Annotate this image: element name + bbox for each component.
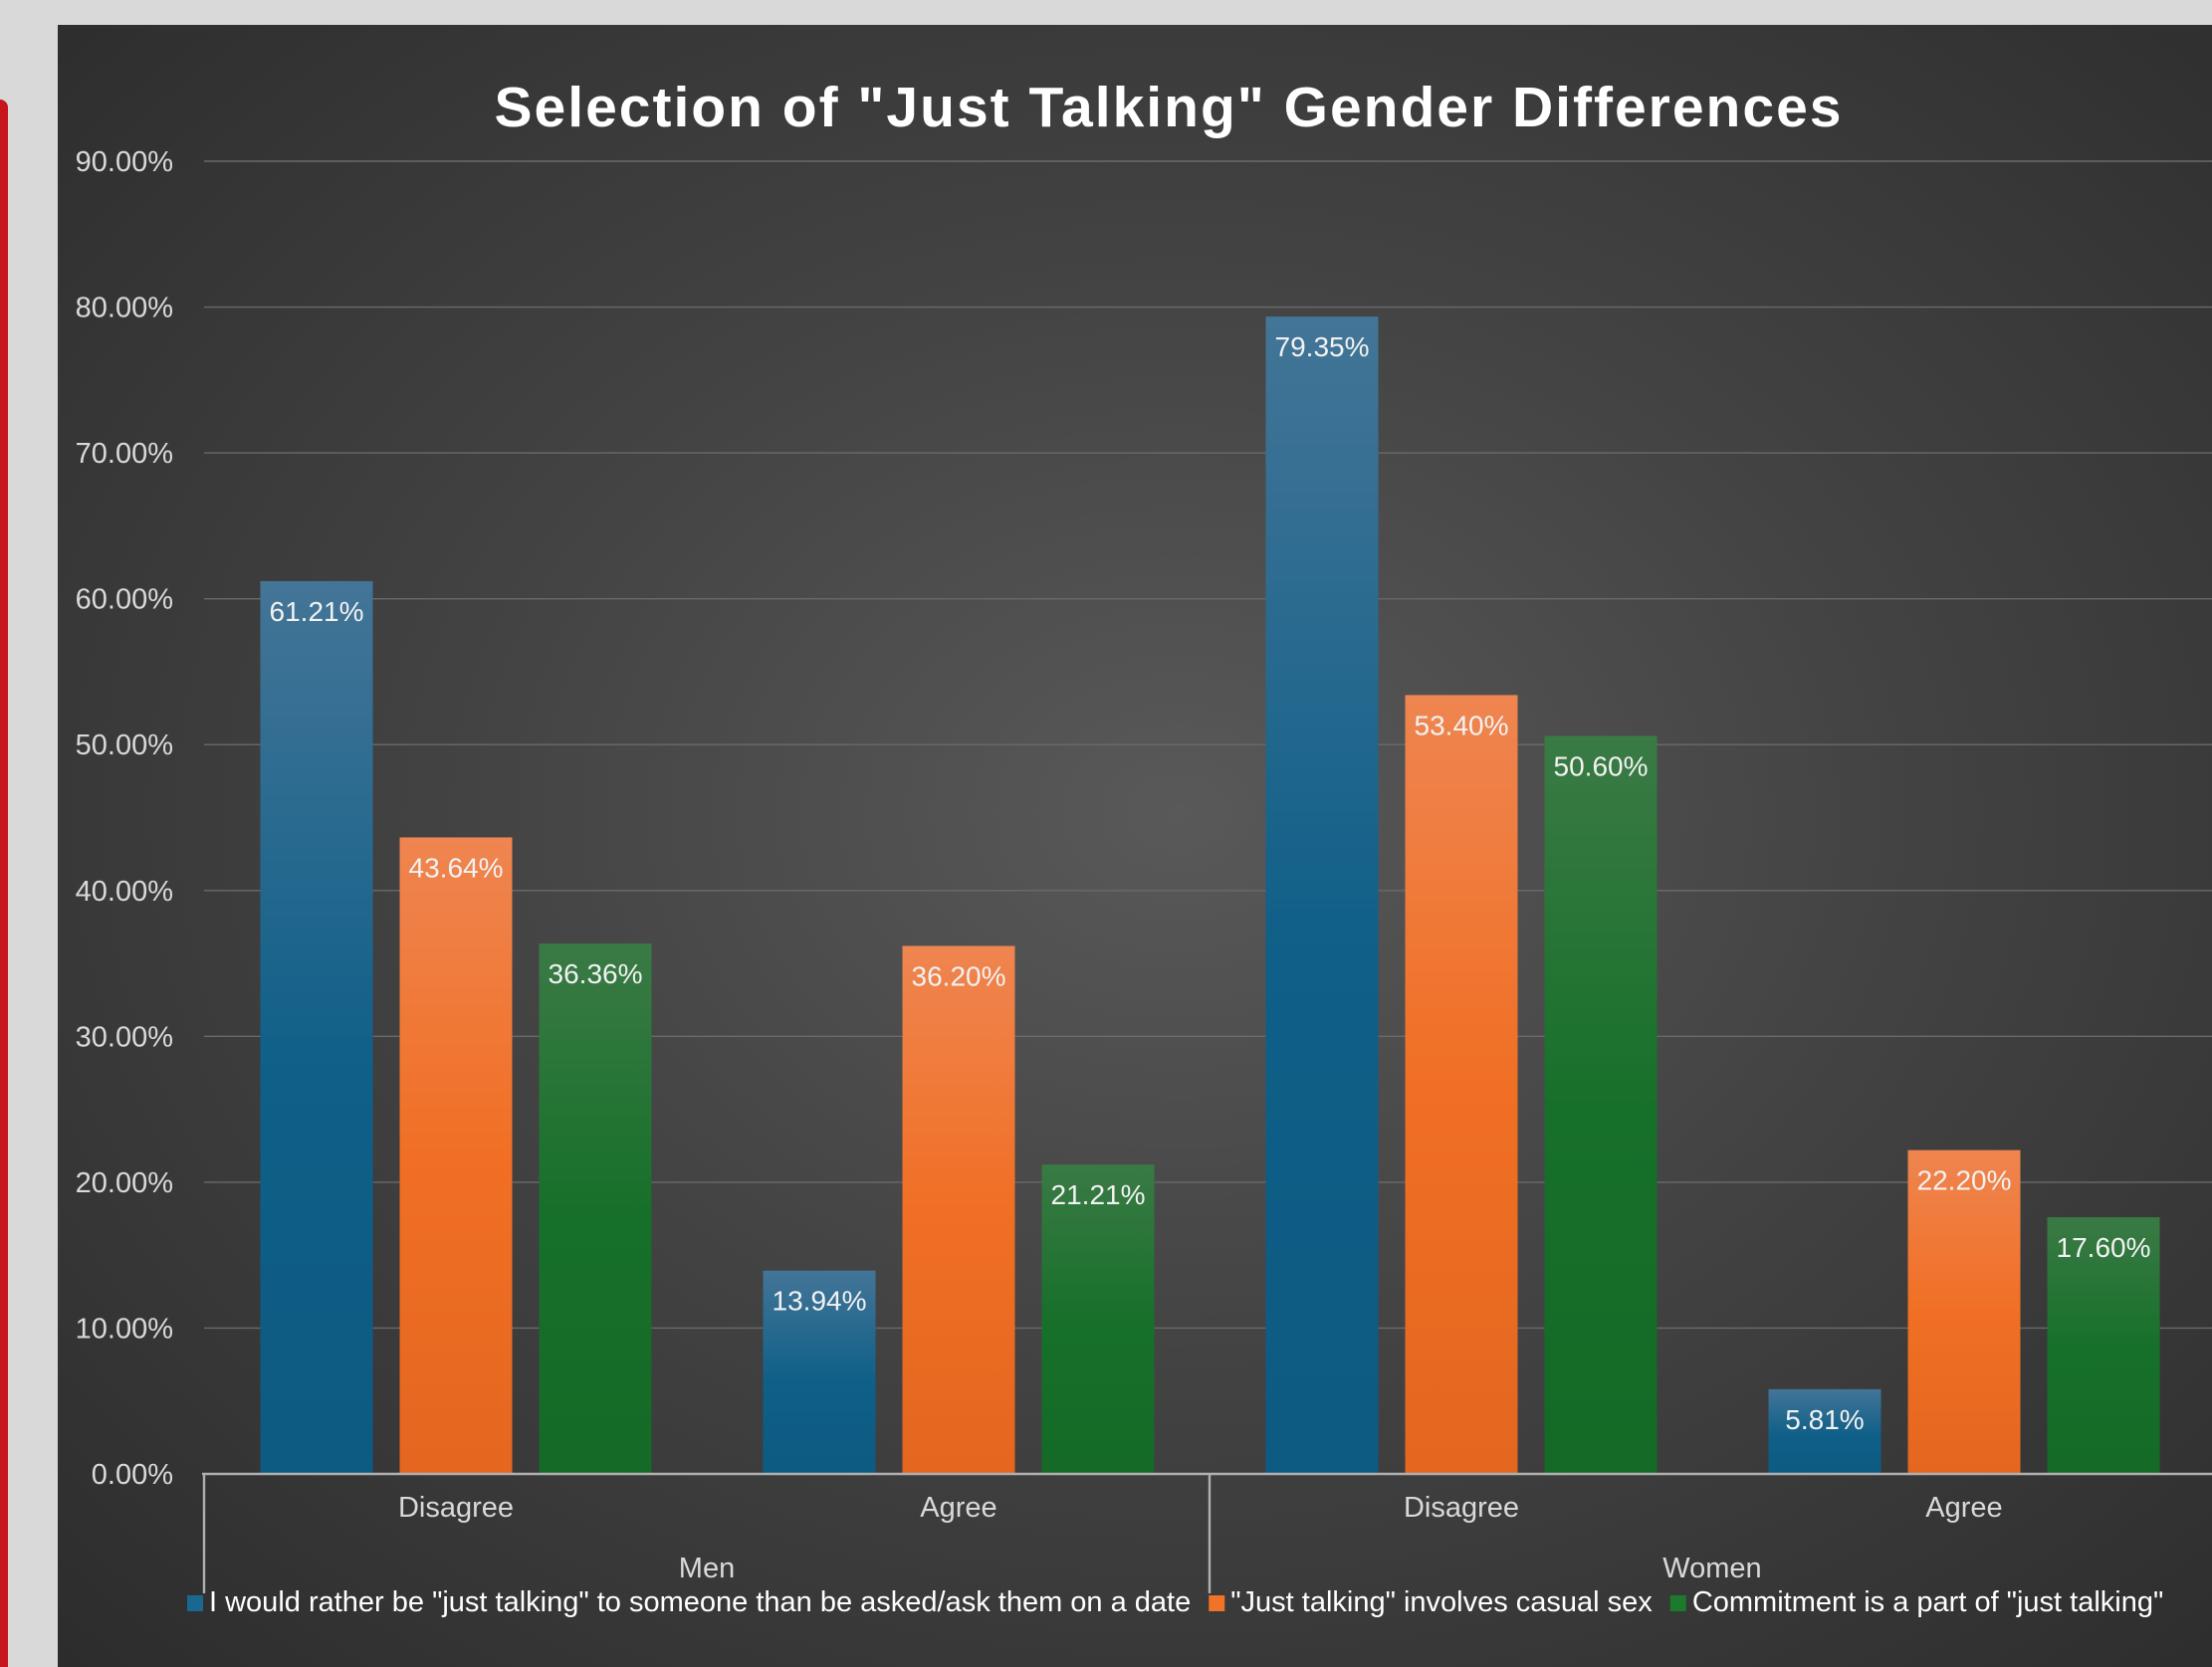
y-tick-label: 50.00% — [76, 729, 173, 761]
legend-swatch — [1670, 1595, 1686, 1611]
x-category-label: Disagree — [398, 1492, 514, 1524]
y-tick-label: 60.00% — [76, 584, 173, 616]
bars — [261, 316, 2160, 1474]
legend-swatch — [1209, 1595, 1224, 1611]
x-category-label: Agree — [1925, 1492, 2002, 1524]
x-category-label: Agree — [920, 1492, 996, 1524]
y-axis-tick-labels: 0.00% 10.00% 20.00% 30.00% 40.00% 50.00% 60.00… — [76, 146, 173, 1491]
y-tick-label: 0.00% — [92, 1459, 173, 1491]
bar — [1042, 1164, 1155, 1474]
data-label: 36.36% — [549, 958, 643, 989]
bar — [1266, 316, 1379, 1474]
bar — [1406, 695, 1518, 1474]
x-category-label: Disagree — [1404, 1492, 1519, 1524]
legend-entry-label: "Just talking" involves casual sex — [1230, 1586, 1653, 1618]
legend: I would rather be "just talking" to some… — [187, 1586, 2163, 1618]
data-label: 50.60% — [1554, 750, 1649, 781]
bar — [261, 581, 373, 1474]
bar — [540, 943, 652, 1474]
data-label: 36.20% — [912, 960, 1006, 991]
x-group-label: Men — [679, 1553, 735, 1584]
bar — [1908, 1150, 2021, 1474]
data-label: 22.20% — [1917, 1165, 2012, 1196]
y-tick-label: 70.00% — [76, 438, 173, 470]
data-label: 13.94% — [773, 1286, 867, 1317]
legend-swatch — [187, 1595, 203, 1611]
data-label: 53.40% — [1415, 710, 1509, 740]
y-tick-label: 90.00% — [76, 146, 173, 178]
chart-panel: Selection of "Just Talking" Gender Diffe… — [58, 25, 2212, 1667]
bar — [1545, 735, 1658, 1474]
y-tick-label: 30.00% — [76, 1021, 173, 1053]
legend-entry-label: I would rather be "just talking" to some… — [209, 1586, 1191, 1618]
data-label: 17.60% — [2057, 1232, 2151, 1263]
y-tick-label: 20.00% — [76, 1167, 173, 1199]
data-label: 5.81% — [1785, 1404, 1864, 1435]
data-label: 79.35% — [1275, 331, 1370, 362]
data-label: 43.64% — [409, 852, 504, 883]
legend-entry-label: Commitment is a part of "just talking" — [1692, 1586, 2163, 1618]
bar — [903, 945, 1015, 1474]
x-axis: Disagree Agree Disagree Agree Men Women — [202, 1474, 2212, 1593]
y-tick-label: 10.00% — [76, 1313, 173, 1345]
data-label: 21.21% — [1051, 1179, 1146, 1210]
red-edge-accent — [0, 100, 8, 1667]
x-group-label: Women — [1662, 1553, 1761, 1584]
y-tick-label: 40.00% — [76, 876, 173, 908]
bar — [400, 837, 513, 1474]
y-tick-label: 80.00% — [76, 293, 173, 324]
data-label: 61.21% — [270, 596, 364, 627]
bar-chart: Selection of "Just Talking" Gender Diffe… — [58, 25, 2212, 1667]
chart-title: Selection of "Just Talking" Gender Diffe… — [495, 76, 1844, 139]
